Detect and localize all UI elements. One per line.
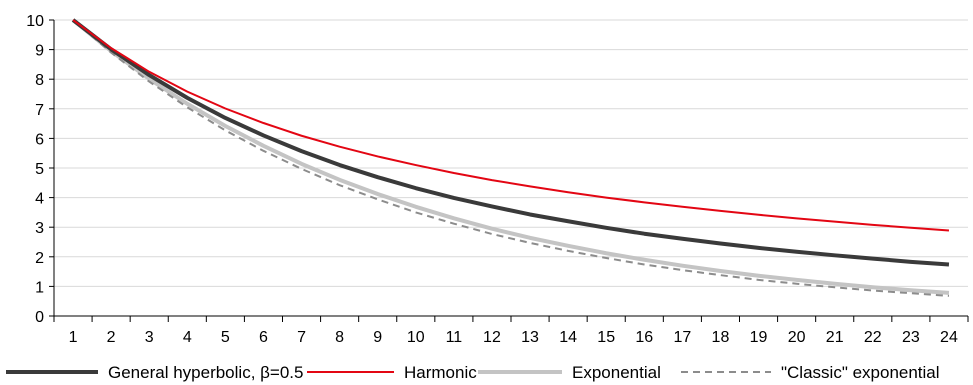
gridlines <box>54 19 968 287</box>
x-tick-label: 13 <box>521 329 539 346</box>
x-tick-label: 6 <box>259 329 268 346</box>
x-tick-label: 7 <box>297 329 306 346</box>
x-tick-label: 12 <box>483 329 501 346</box>
x-tick-label: 1 <box>69 329 78 346</box>
y-tick-label: 3 <box>35 220 44 237</box>
series-line-1 <box>72 19 950 232</box>
legend-label: "Classic" exponential <box>781 363 940 382</box>
x-tick-label: 24 <box>940 329 958 346</box>
y-tick-label: 1 <box>35 279 44 296</box>
x-tick-label: 15 <box>597 329 615 346</box>
legend: General hyperbolic, β=0.5 Harmonic Exponen… <box>6 363 940 382</box>
x-tick-label: 20 <box>788 329 806 346</box>
x-tick-label: 23 <box>902 329 920 346</box>
series-line-2 <box>71 18 950 295</box>
legend-label: Harmonic <box>404 363 477 382</box>
y-tick-label: 10 <box>26 13 44 30</box>
x-tick-label: 9 <box>373 329 382 346</box>
x-tick-label: 11 <box>446 329 463 346</box>
axes <box>49 19 969 322</box>
x-tick-label: 4 <box>183 329 192 346</box>
x-tick-label: 3 <box>145 329 154 346</box>
x-tick-label: 5 <box>221 329 230 346</box>
series-lines <box>71 18 950 297</box>
y-tick-label: 4 <box>35 191 44 208</box>
x-tick-label: 2 <box>107 329 116 346</box>
legend-label: Exponential <box>572 363 661 382</box>
y-tick-label: 9 <box>35 43 44 60</box>
legend-label: General hyperbolic, β=0.5 <box>108 363 303 382</box>
series-line-0 <box>71 18 950 267</box>
x-tick-label: 17 <box>673 329 691 346</box>
x-tick-label: 8 <box>335 329 344 346</box>
y-tick-label: 6 <box>35 131 44 148</box>
x-tick-label: 18 <box>712 329 730 346</box>
x-tick-label: 16 <box>635 329 653 346</box>
y-tick-label: 2 <box>35 250 44 267</box>
x-tick-label: 19 <box>750 329 768 346</box>
y-tick-label: 0 <box>35 309 44 326</box>
y-tick-label: 5 <box>35 161 44 178</box>
x-tick-label: 22 <box>864 329 882 346</box>
x-tick-label: 10 <box>407 329 425 346</box>
y-tick-label: 7 <box>35 102 44 119</box>
x-tick-label: 21 <box>826 329 844 346</box>
y-tick-label: 8 <box>35 72 44 89</box>
x-tick-label: 14 <box>559 329 577 346</box>
series-line-3 <box>72 19 950 297</box>
